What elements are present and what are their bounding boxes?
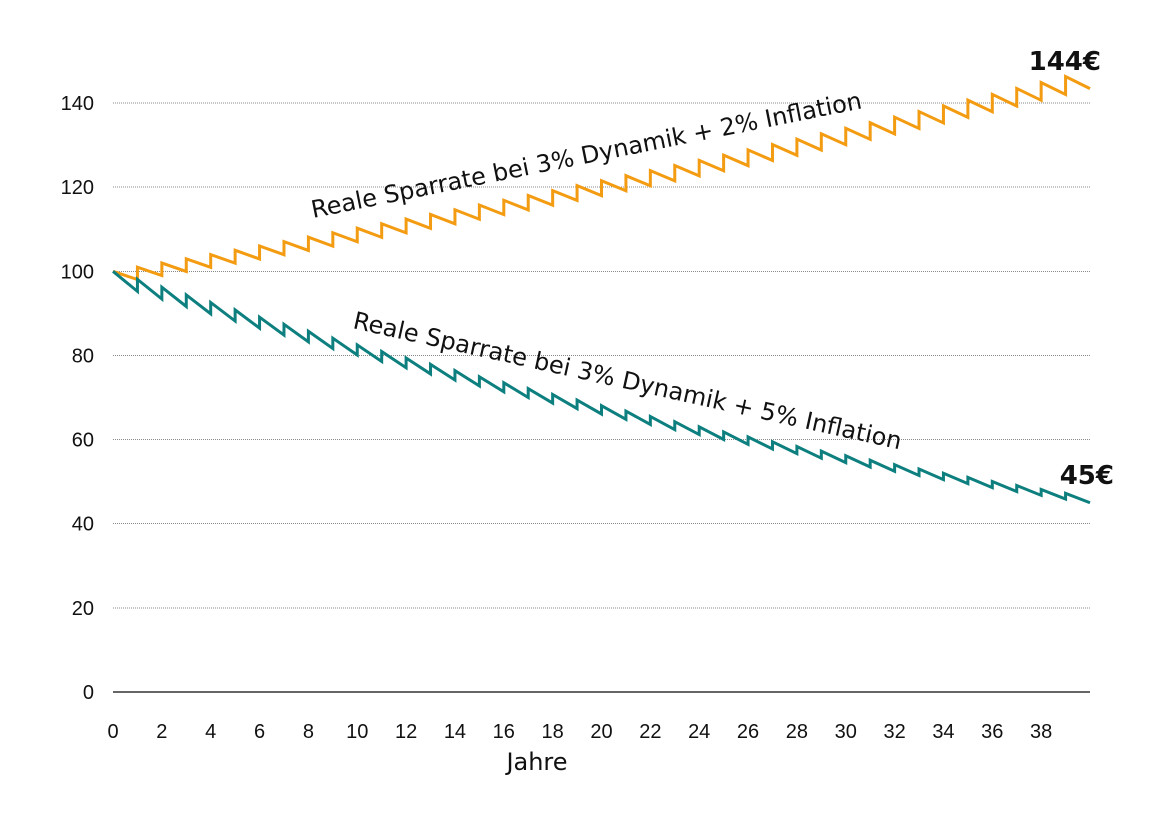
x-tick-label-34: 34 [932,721,954,743]
x-tick-label-4: 4 [205,721,216,743]
y-tick-labels: 0 20 40 60 80 100 120 140 [61,93,94,704]
x-tick-label-30: 30 [835,721,857,743]
y-tick-label-140: 140 [61,93,94,115]
x-tick-label-20: 20 [590,721,612,743]
end-label-1: 144€ [1029,47,1101,77]
y-tick-label-100: 100 [61,261,94,283]
x-tick-label-2: 2 [156,721,167,743]
x-tick-label-22: 22 [639,721,661,743]
end-label-2: 45€ [1060,461,1114,491]
x-tick-label-32: 32 [883,721,905,743]
x-tick-label-8: 8 [303,721,314,743]
y-tick-label-60: 60 [72,430,94,452]
grid [113,102,1090,693]
x-tick-label-0: 0 [107,721,118,743]
x-tick-label-38: 38 [1030,721,1052,743]
y-tick-label-40: 40 [72,514,94,536]
x-tick-label-14: 14 [444,721,466,743]
x-axis-title: Jahre [504,748,567,776]
series-line-2 [112,270,1091,505]
x-tick-label-18: 18 [542,721,564,743]
x-tick-label-26: 26 [737,721,759,743]
x-tick-label-24: 24 [688,721,710,743]
y-tick-label-80: 80 [72,345,94,367]
x-tick-label-36: 36 [981,721,1003,743]
series-lines [112,74,1091,505]
series-label-2: Reale Sparrate bei 3% Dynamik + 5% Infla… [351,307,905,456]
y-tick-label-120: 120 [61,177,94,199]
series-label-1: Reale Sparrate bei 3% Dynamik + 2% Infla… [309,87,864,224]
y-tick-label-0: 0 [83,682,94,704]
x-tick-label-16: 16 [493,721,515,743]
series-line-1 [112,74,1091,282]
x-tick-label-28: 28 [786,721,808,743]
x-tick-label-12: 12 [395,721,417,743]
x-tick-labels: 0 2 4 6 8 10 12 14 16 18 20 22 24 26 28 30 32 34 36 38 [107,721,1052,743]
x-tick-label-10: 10 [346,721,368,743]
y-tick-label-20: 20 [72,598,94,620]
x-tick-label-6: 6 [254,721,265,743]
